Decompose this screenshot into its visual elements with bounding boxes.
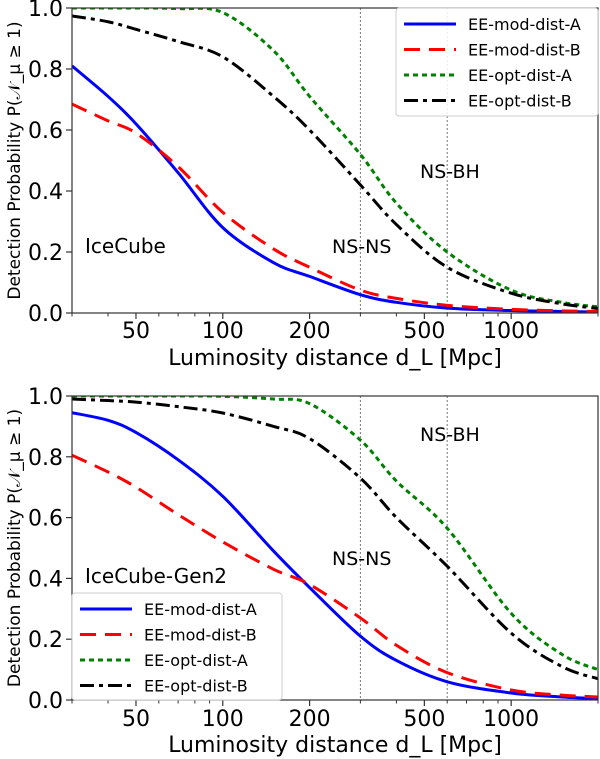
y-tick-label: 0.2 — [28, 241, 63, 266]
y-axis-label: Detection Probability P(𝒩_μ ≥ 1) — [5, 409, 25, 687]
series-line-ee-mod-dist-a — [72, 64, 598, 313]
y-tick-label: 0.4 — [28, 180, 63, 205]
y-axis-label: Detection Probability P(𝒩_μ ≥ 1) — [5, 21, 25, 299]
x-tick-label: 1000 — [483, 707, 539, 732]
axes-frame — [71, 395, 599, 701]
legend-label: EE-mod-dist-A — [468, 15, 581, 34]
x-tick-label: 50 — [122, 319, 150, 344]
x-tick-label: 500 — [403, 319, 445, 344]
chart-panel-1: 50 100 200 500 1000 0.0 0.2 0.4 0.6 0.8 1.0 Luminos… — [5, 0, 599, 371]
y-tick-label: 1.0 — [28, 0, 63, 22]
y-tick-label: 0.8 — [28, 446, 63, 471]
vline-label-ns-ns: NS-NS — [332, 236, 391, 258]
y-tick-label: 1.0 — [28, 385, 63, 410]
series-line-ee-mod-dist-a — [72, 411, 598, 700]
vline-label-ns-bh: NS-BH — [420, 161, 480, 183]
legend-label: EE-opt-dist-B — [144, 677, 248, 696]
y-tick-label: 0.6 — [28, 507, 63, 532]
x-tick-label: 200 — [289, 707, 331, 732]
y-tick-label: 0.4 — [28, 567, 63, 592]
legend-label: EE-mod-dist-B — [144, 626, 257, 645]
y-tick-label: 0.2 — [28, 628, 63, 653]
y-tick-label: 0.0 — [28, 302, 63, 327]
panel-label: IceCube-Gen2 — [85, 564, 227, 588]
vline-label-ns-ns: NS-NS — [332, 548, 391, 570]
x-tick-label: 200 — [289, 319, 331, 344]
legend-box — [395, 7, 599, 117]
chart-panel-2: 50 100 200 500 1000 0.0 0.2 0.4 0.6 0.8 1.0 Luminos… — [5, 385, 599, 758]
axes-frame — [71, 7, 599, 314]
legend-label: EE-opt-dist-B — [468, 92, 572, 111]
x-tick-label: 100 — [202, 319, 244, 344]
panel-label: IceCube — [85, 234, 166, 258]
x-axis-label: Luminosity distance d_L [Mpc] — [168, 346, 502, 371]
legend-label: EE-mod-dist-B — [468, 41, 581, 60]
series-line-ee-opt-dist-a — [72, 396, 598, 671]
x-tick-label: 1000 — [483, 319, 539, 344]
vline-label-ns-bh: NS-BH — [420, 424, 480, 446]
y-tick-label: 0.0 — [28, 689, 63, 714]
y-tick-label: 0.6 — [28, 119, 63, 144]
series-line-ee-opt-dist-b — [72, 397, 598, 681]
legend-label: EE-opt-dist-A — [468, 66, 572, 85]
x-tick-label: 50 — [122, 707, 150, 732]
x-axis-label: Luminosity distance d_L [Mpc] — [168, 733, 502, 758]
x-tick-label: 500 — [403, 707, 445, 732]
x-tick-label: 100 — [202, 707, 244, 732]
series-line-ee-mod-dist-b — [72, 453, 598, 699]
legend-label: EE-opt-dist-A — [144, 651, 248, 670]
legend: EE-mod-dist-A EE-mod-dist-B EE-opt-dist-A E… — [71, 592, 283, 701]
y-tick-label: 0.8 — [28, 58, 63, 83]
legend: EE-mod-dist-A EE-mod-dist-B EE-opt-dist-A E… — [395, 7, 599, 117]
series-line-ee-mod-dist-b — [72, 102, 598, 313]
legend-label: EE-mod-dist-A — [144, 600, 257, 619]
series-line-ee-opt-dist-b — [72, 14, 598, 310]
legend-box — [71, 592, 283, 701]
